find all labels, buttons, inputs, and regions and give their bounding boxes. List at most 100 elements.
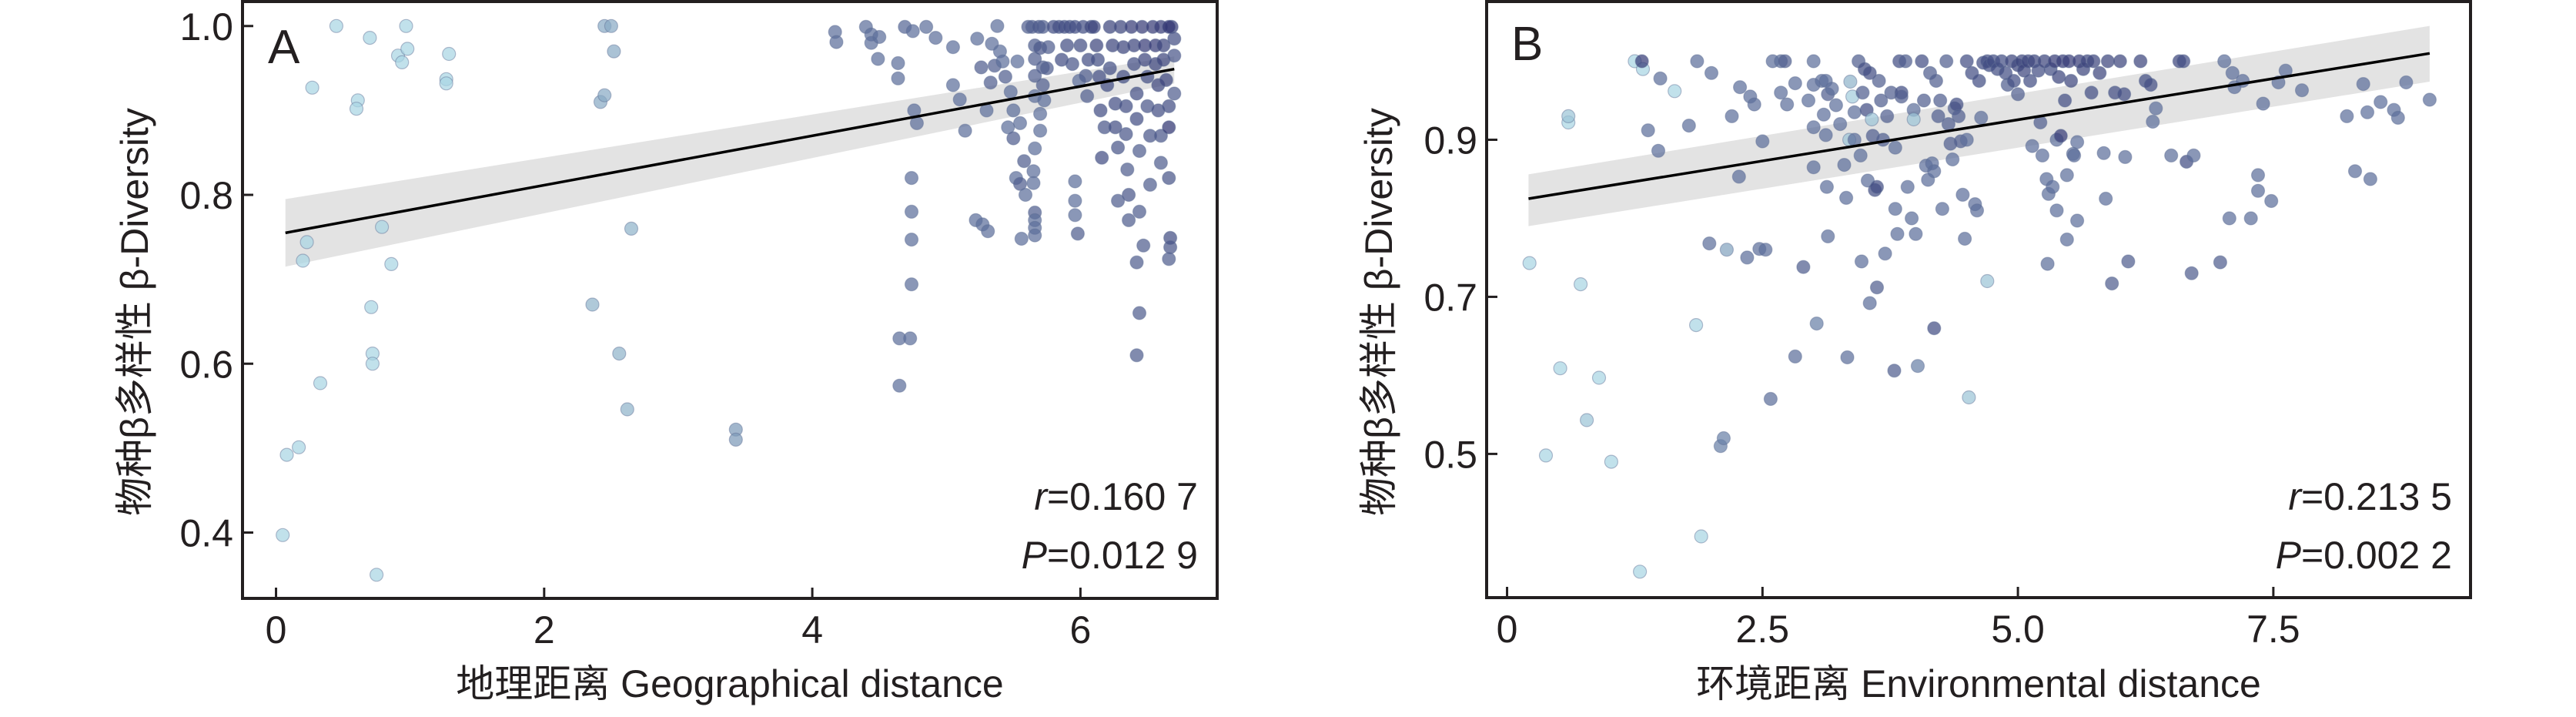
scatter-point (1086, 19, 1101, 35)
scatter-point (970, 32, 985, 46)
scatter-point (1796, 260, 1811, 274)
stat-r-symbol-a: r (1034, 475, 1049, 518)
scatter-point (1801, 93, 1816, 108)
stat-p-value-a: =0.012 9 (1047, 534, 1198, 577)
scatter-point (1129, 255, 1144, 270)
scatter-point (2105, 276, 2119, 291)
scatter-point (1119, 127, 1133, 142)
fit-line-a (285, 67, 1175, 235)
x-tick-label: 5.0 (1991, 608, 2045, 651)
scatter-point (384, 256, 399, 271)
scatter-point (2058, 93, 2073, 108)
scatter-point (1788, 75, 1802, 91)
scatter-point (364, 300, 379, 314)
scatter-point (1068, 208, 1082, 223)
scatter-point (1153, 156, 1169, 170)
scatter-point (1591, 370, 1607, 385)
scatter-point (904, 204, 919, 219)
scatter-point (1522, 256, 1537, 270)
scatter-point (905, 24, 920, 39)
scatter-point (1969, 203, 1985, 218)
stat-p-symbol-b: P (2276, 534, 2302, 577)
scatter-point (349, 102, 364, 116)
scatter-point (1763, 391, 1778, 407)
scatter-point (2053, 129, 2068, 143)
panel-label-b: B (1511, 18, 1543, 71)
scatter-point (2294, 83, 2310, 98)
scatter-point (2059, 168, 2074, 183)
scatter-point (1553, 361, 1567, 376)
scatter-point (1939, 54, 1954, 69)
scatter-point (904, 233, 919, 247)
scatter-point (2118, 149, 2133, 164)
scatter-point (1806, 160, 1821, 175)
scatter-point (1865, 112, 1879, 127)
scatter-point (1093, 103, 1108, 118)
scatter-point (1915, 54, 1929, 69)
scatter-point (1828, 98, 1843, 112)
scatter-point (2146, 114, 2160, 129)
scatter-point (1065, 56, 1080, 72)
scatter-point (1132, 143, 1147, 159)
scatter-point (1012, 176, 1028, 191)
scatter-point (1018, 187, 1033, 203)
scatter-point (1806, 120, 1821, 135)
x-tick-label: 6 (1069, 608, 1091, 652)
scatter-point (1839, 190, 1854, 205)
scatter-point (1860, 173, 1875, 188)
scatter-point (1110, 193, 1126, 208)
scatter-point (958, 123, 972, 138)
scatter-point (2250, 168, 2266, 183)
scatter-point (998, 69, 1013, 84)
scatter-point (2360, 105, 2375, 119)
scatter-point (442, 46, 457, 62)
scatter-point (1035, 78, 1050, 92)
scatter-point (1561, 109, 1576, 123)
scatter-point (1945, 152, 1960, 167)
scatter-point (2217, 54, 2232, 69)
scatter-point (1888, 140, 1902, 155)
scatter-point (1119, 99, 1133, 113)
scatter-point (1028, 141, 1042, 156)
scatter-point (1958, 231, 1972, 246)
y-axis-title-a: 物种β多样性 β-Diversity (113, 108, 156, 516)
scatter-point (1927, 164, 1942, 179)
scatter-point (990, 18, 1005, 33)
plot-frame (241, 0, 1219, 600)
scatter-point (399, 18, 413, 33)
scatter-point (1840, 350, 1855, 365)
y-ticks-b: 0.5 0.7 0.9 (1423, 119, 1497, 476)
y-tick-label: 0.6 (179, 343, 233, 386)
scatter-points-b (1522, 54, 2437, 579)
scatter-point (871, 52, 885, 66)
y-axis-title-b: 物种β多样性 β-Diversity (1357, 108, 1400, 516)
scatter-point (1931, 109, 1945, 123)
scatter-point (305, 80, 319, 95)
scatter-point (1162, 120, 1176, 135)
scatter-point (292, 440, 306, 454)
scatter-point (1716, 431, 1731, 446)
scatter-point (891, 55, 905, 71)
stat-p-symbol-a: P (1022, 534, 1048, 577)
scatter-point (918, 19, 934, 35)
scatter-point (1028, 228, 1042, 243)
scatter-point (1010, 54, 1025, 69)
scatter-point (2059, 232, 2074, 247)
scatter-point (1651, 143, 1666, 158)
scatter-point (1041, 40, 1055, 55)
y-tick-label: 0.7 (1423, 276, 1477, 319)
scatter-point (2225, 65, 2240, 80)
scatter-point (1974, 110, 1989, 125)
scatter-point (1872, 73, 1886, 89)
scatter-point (1032, 106, 1048, 121)
scatter-point (1129, 112, 1144, 126)
scatter-point (1110, 140, 1126, 155)
scatter-point (2347, 164, 2363, 179)
scatter-point (2093, 65, 2107, 80)
scatter-point (981, 224, 995, 239)
scatter-point (728, 432, 743, 447)
scatter-point (2117, 87, 2132, 102)
scatter-point (1012, 116, 1028, 130)
scatter-point (952, 92, 967, 107)
